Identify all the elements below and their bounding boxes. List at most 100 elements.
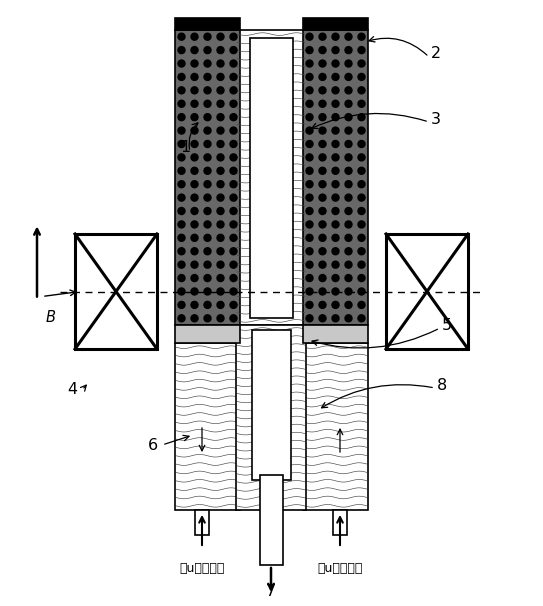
- Circle shape: [191, 141, 198, 147]
- Circle shape: [204, 60, 211, 67]
- Bar: [250, 38, 293, 318]
- Circle shape: [332, 141, 339, 147]
- Circle shape: [191, 207, 198, 215]
- Bar: [333, 510, 347, 535]
- Circle shape: [230, 154, 237, 161]
- Circle shape: [345, 33, 352, 40]
- Circle shape: [217, 114, 224, 121]
- Circle shape: [345, 100, 352, 107]
- Circle shape: [191, 275, 198, 282]
- Circle shape: [345, 47, 352, 53]
- Circle shape: [332, 47, 339, 53]
- Circle shape: [191, 60, 198, 67]
- Circle shape: [332, 248, 339, 255]
- Circle shape: [230, 301, 237, 308]
- Circle shape: [178, 167, 185, 175]
- Circle shape: [204, 167, 211, 175]
- Circle shape: [178, 87, 185, 94]
- Circle shape: [204, 248, 211, 255]
- Circle shape: [332, 181, 339, 188]
- Circle shape: [217, 235, 224, 241]
- Circle shape: [217, 248, 224, 255]
- Circle shape: [204, 261, 211, 268]
- Circle shape: [332, 288, 339, 295]
- Circle shape: [319, 301, 326, 308]
- Bar: [175, 325, 240, 343]
- Circle shape: [319, 248, 326, 255]
- Circle shape: [230, 235, 237, 241]
- Circle shape: [178, 33, 185, 40]
- Circle shape: [358, 167, 365, 175]
- Bar: [303, 30, 368, 325]
- Circle shape: [306, 141, 313, 147]
- Circle shape: [319, 73, 326, 81]
- Circle shape: [306, 261, 313, 268]
- Circle shape: [332, 154, 339, 161]
- Circle shape: [319, 154, 326, 161]
- Circle shape: [230, 127, 237, 134]
- Circle shape: [306, 207, 313, 215]
- Circle shape: [230, 221, 237, 228]
- Circle shape: [306, 73, 313, 81]
- Circle shape: [191, 315, 198, 322]
- Circle shape: [332, 127, 339, 134]
- Circle shape: [217, 100, 224, 107]
- Circle shape: [230, 167, 237, 175]
- Circle shape: [178, 235, 185, 241]
- Bar: [195, 510, 209, 535]
- Circle shape: [319, 167, 326, 175]
- Circle shape: [306, 47, 313, 53]
- Circle shape: [306, 167, 313, 175]
- Circle shape: [358, 221, 365, 228]
- Circle shape: [178, 221, 185, 228]
- Circle shape: [178, 73, 185, 81]
- Circle shape: [306, 181, 313, 188]
- Circle shape: [191, 181, 198, 188]
- Circle shape: [306, 100, 313, 107]
- Circle shape: [319, 207, 326, 215]
- Circle shape: [332, 275, 339, 282]
- Circle shape: [191, 127, 198, 134]
- Circle shape: [204, 73, 211, 81]
- Circle shape: [332, 221, 339, 228]
- Circle shape: [178, 248, 185, 255]
- Circle shape: [191, 235, 198, 241]
- Circle shape: [306, 288, 313, 295]
- Circle shape: [178, 154, 185, 161]
- Circle shape: [217, 207, 224, 215]
- Circle shape: [204, 301, 211, 308]
- Circle shape: [178, 275, 185, 282]
- Text: 5: 5: [442, 318, 452, 333]
- Text: 1: 1: [180, 141, 190, 156]
- Bar: [175, 343, 240, 510]
- Circle shape: [217, 127, 224, 134]
- Circle shape: [230, 87, 237, 94]
- Circle shape: [306, 275, 313, 282]
- Circle shape: [358, 60, 365, 67]
- Circle shape: [319, 315, 326, 322]
- Circle shape: [230, 141, 237, 147]
- Circle shape: [230, 275, 237, 282]
- Circle shape: [217, 60, 224, 67]
- Circle shape: [306, 301, 313, 308]
- Circle shape: [345, 60, 352, 67]
- Circle shape: [191, 114, 198, 121]
- Circle shape: [217, 181, 224, 188]
- Circle shape: [204, 315, 211, 322]
- Circle shape: [191, 73, 198, 81]
- Circle shape: [230, 114, 237, 121]
- Circle shape: [230, 288, 237, 295]
- Circle shape: [204, 207, 211, 215]
- Circle shape: [345, 194, 352, 201]
- Circle shape: [345, 167, 352, 175]
- Circle shape: [204, 154, 211, 161]
- Circle shape: [217, 33, 224, 40]
- Circle shape: [319, 33, 326, 40]
- Bar: [175, 30, 240, 325]
- Circle shape: [319, 60, 326, 67]
- Bar: [386, 234, 468, 349]
- Circle shape: [217, 73, 224, 81]
- Circle shape: [178, 301, 185, 308]
- Circle shape: [230, 33, 237, 40]
- Circle shape: [345, 248, 352, 255]
